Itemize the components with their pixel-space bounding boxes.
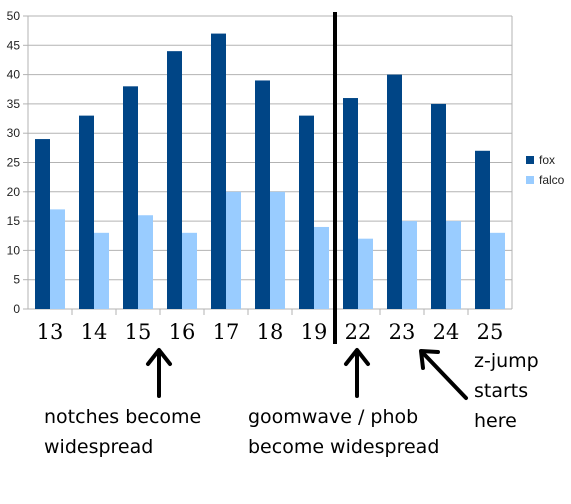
y-tick-label: 5 [13, 273, 20, 287]
legend: fox falco [526, 153, 565, 187]
annotation-line: z-jump [474, 350, 539, 372]
x-tick-label: 19 [301, 320, 328, 344]
y-tick-label: 15 [7, 214, 21, 228]
annotation-line: become widespread [248, 436, 440, 458]
legend-label: fox [539, 153, 555, 167]
bar-fox-14 [79, 115, 94, 310]
bar-fox-22 [343, 98, 358, 309]
bar-falco-22 [358, 238, 373, 309]
legend-swatch [526, 156, 534, 164]
arrow-up-icon [344, 348, 370, 398]
y-tick-label: 45 [7, 38, 21, 52]
annotation-notches: notches become widespread [44, 402, 201, 462]
y-tick-label: 25 [7, 156, 21, 170]
bar-falco-25 [490, 232, 505, 309]
bar-falco-17 [226, 191, 241, 309]
annotation-line: widespread [44, 436, 154, 458]
x-tick-label: 23 [389, 320, 416, 344]
x-tick-label: 13 [37, 320, 64, 344]
bars [35, 33, 505, 310]
y-tick-label: 30 [7, 126, 21, 140]
annotation-zjump: z-jump starts here [474, 346, 539, 436]
annotation-goomwave: goomwave / phob become widespread [248, 402, 439, 462]
y-tick-label: 0 [13, 302, 20, 316]
bar-falco-15 [138, 215, 153, 309]
y-tick-label: 40 [7, 68, 21, 82]
x-tick-label: 22 [345, 320, 372, 344]
y-tick-label: 35 [7, 97, 21, 111]
bar-fox-19 [299, 115, 314, 310]
legend-swatch [526, 176, 534, 184]
bar-fox-17 [211, 33, 226, 309]
y-tick-label: 50 [7, 9, 21, 23]
annotation-line: goomwave / phob [248, 406, 419, 428]
bar-fox-15 [123, 86, 138, 309]
bar-falco-18 [270, 191, 285, 309]
x-tick-label: 16 [169, 320, 196, 344]
x-tick-label: 25 [477, 320, 504, 344]
x-tick-label: 14 [81, 320, 108, 344]
x-tick-label: 18 [257, 320, 284, 344]
arrow-up-icon [146, 348, 172, 398]
y-tick-label: 20 [7, 185, 21, 199]
x-tick-label: 15 [125, 320, 152, 344]
bar-fox-25 [475, 150, 490, 309]
bar-fox-23 [387, 74, 402, 309]
annotation-line: here [474, 410, 517, 432]
bar-falco-16 [182, 232, 197, 309]
bar-falco-23 [402, 221, 417, 309]
arrow-diagonal-icon [419, 349, 468, 400]
bar-fox-13 [35, 139, 50, 309]
bar-fox-24 [431, 103, 446, 310]
x-axis-ticks: 13 14 15 16 17 18 19 22 23 24 25 [37, 320, 504, 344]
x-tick-label: 17 [213, 320, 240, 344]
y-tick-label: 10 [7, 243, 21, 257]
y-axis-ticks: 0 5 10 15 20 25 30 35 40 45 50 [7, 9, 21, 316]
bar-fox-18 [255, 80, 270, 310]
x-tick-label: 24 [433, 320, 460, 344]
legend-label: falco [539, 173, 565, 187]
annotation-line: starts [474, 380, 529, 402]
bar-fox-16 [167, 51, 182, 309]
bar-falco-14 [94, 232, 109, 309]
bar-falco-13 [50, 209, 65, 309]
bar-falco-24 [446, 221, 461, 309]
bar-falco-19 [314, 226, 329, 309]
annotation-line: notches become [44, 406, 202, 428]
